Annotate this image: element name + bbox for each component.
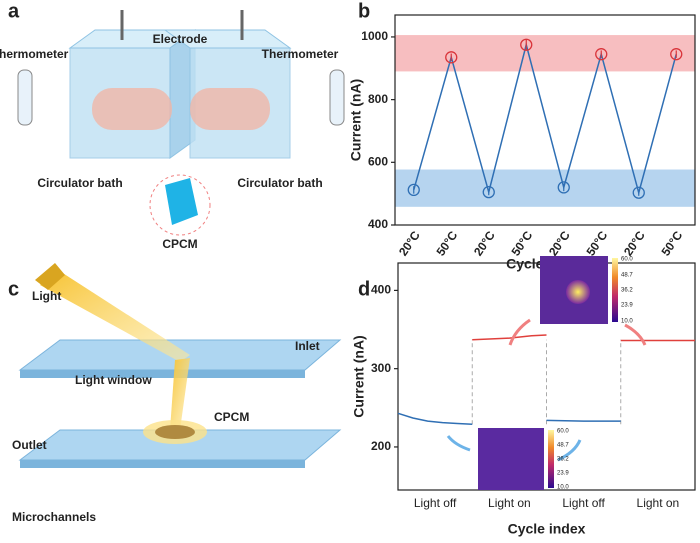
x-tick-label: 20°C bbox=[621, 228, 648, 258]
x-tick-label: Light off bbox=[414, 496, 457, 510]
label: Circulator bath bbox=[237, 176, 322, 190]
label: Outlet bbox=[12, 438, 47, 452]
line bbox=[472, 334, 695, 342]
x-tick-label: 20°C bbox=[471, 228, 498, 258]
label: Electrode bbox=[153, 32, 208, 46]
marker bbox=[445, 51, 458, 64]
x-tick-label: 50°C bbox=[433, 228, 460, 258]
band bbox=[395, 169, 695, 207]
panel-label: d bbox=[358, 278, 370, 300]
x-axis-title: Cycle index bbox=[508, 521, 586, 537]
x-tick-label: Light on bbox=[488, 496, 531, 510]
label: Light window bbox=[75, 373, 152, 387]
x-tick-label: 50°C bbox=[508, 228, 535, 258]
marker bbox=[632, 186, 645, 199]
y-tick-label: 400 bbox=[371, 283, 391, 297]
marker bbox=[670, 48, 683, 61]
inset bbox=[446, 256, 647, 490]
line bbox=[397, 412, 621, 425]
x-tick-label: Light off bbox=[562, 496, 605, 510]
plot-frame bbox=[394, 14, 696, 226]
colorbar-label: 10.0 bbox=[557, 485, 569, 491]
marker bbox=[557, 181, 570, 194]
illustration-c bbox=[18, 263, 342, 468]
colorbar-label: 23.9 bbox=[621, 303, 633, 309]
y-axis-title: Current (nA) bbox=[348, 79, 364, 161]
colorbar-label: 48.7 bbox=[621, 273, 633, 279]
x-tick-label: 50°C bbox=[658, 228, 685, 258]
marker bbox=[595, 48, 608, 61]
label: CPCM bbox=[214, 410, 249, 424]
panel-label: a bbox=[8, 0, 20, 22]
y-tick-label: 300 bbox=[371, 361, 391, 375]
colorbar-label: 23.9 bbox=[557, 471, 569, 477]
line bbox=[413, 41, 677, 196]
panel-label: b bbox=[358, 0, 370, 22]
label: Inlet bbox=[295, 339, 320, 353]
colorbar-label: 60.0 bbox=[557, 429, 569, 435]
band bbox=[395, 35, 695, 72]
x-tick-label: 20°C bbox=[396, 228, 423, 258]
label: Thermometer bbox=[262, 47, 339, 61]
x-tick-label: 20°C bbox=[546, 228, 573, 258]
x-tick-label: 50°C bbox=[583, 228, 610, 258]
marker bbox=[407, 183, 420, 197]
illustration-a bbox=[17, 10, 345, 236]
label: Circulator bath bbox=[37, 176, 122, 190]
x-tick-label: Light on bbox=[637, 496, 680, 510]
y-axis-title: Current (nA) bbox=[351, 335, 367, 417]
label: Thermometer bbox=[0, 47, 69, 61]
colorbar-label: 10.0 bbox=[621, 319, 633, 325]
marker bbox=[482, 185, 495, 199]
y-tick-label: 600 bbox=[368, 154, 388, 168]
label: CPCM bbox=[162, 237, 197, 251]
colorbar-label: 36.2 bbox=[557, 457, 569, 463]
label: Light bbox=[32, 289, 61, 303]
colorbar-label: 36.2 bbox=[621, 288, 633, 294]
label: Microchannels bbox=[12, 510, 96, 524]
panel-label: c bbox=[8, 278, 19, 300]
y-tick-label: 200 bbox=[371, 439, 391, 453]
colorbar-label: 60.0 bbox=[621, 257, 633, 263]
y-tick-label: 400 bbox=[368, 217, 388, 231]
y-tick-label: 1000 bbox=[361, 29, 388, 43]
y-tick-label: 800 bbox=[368, 92, 388, 106]
colorbar-label: 48.7 bbox=[557, 443, 569, 449]
marker bbox=[520, 38, 533, 51]
